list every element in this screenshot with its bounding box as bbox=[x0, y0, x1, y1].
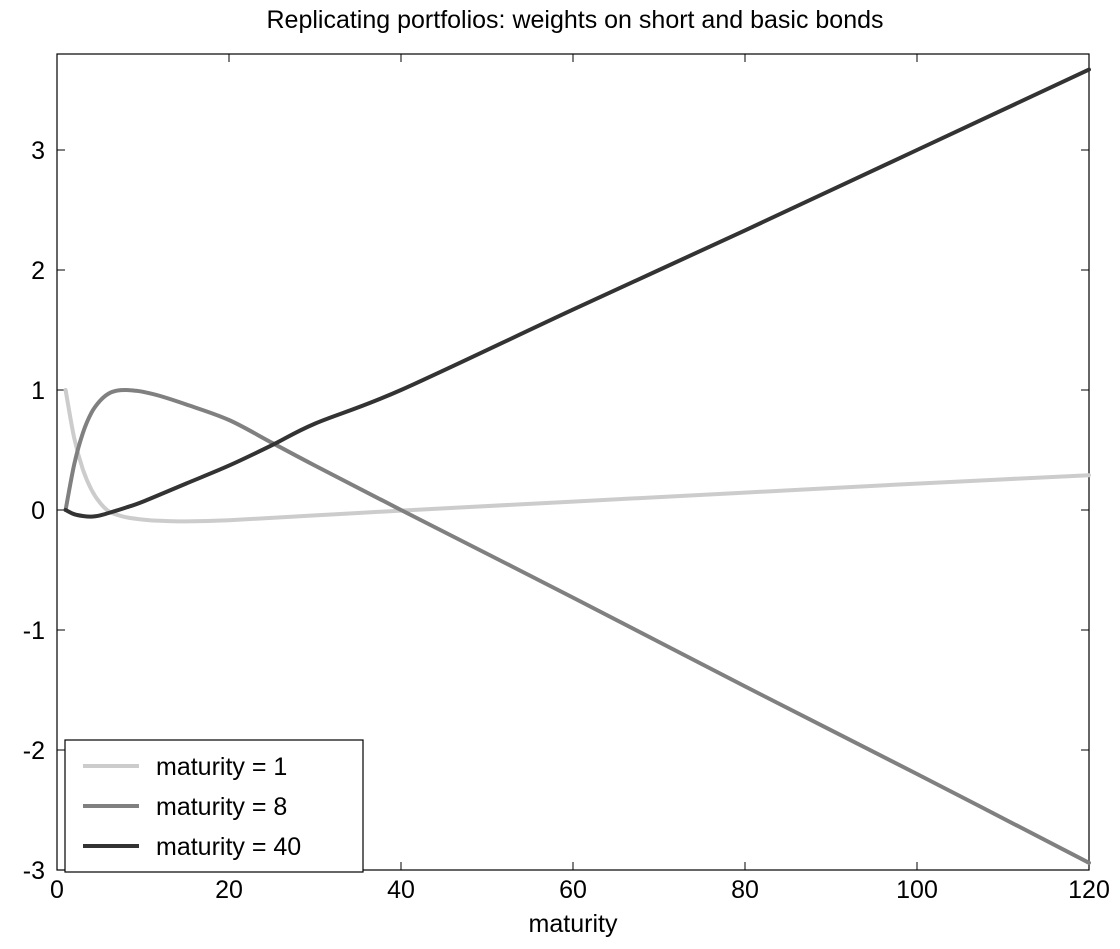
x-tick-label: 40 bbox=[387, 876, 415, 904]
series-lines bbox=[63, 67, 1091, 865]
x-tick-label: 60 bbox=[559, 876, 587, 904]
y-tick-label: -2 bbox=[23, 737, 45, 765]
legend: maturity = 1 maturity = 8 maturity = 40 bbox=[64, 739, 364, 873]
x-axis-label: maturity bbox=[529, 910, 618, 938]
y-tick-label: -1 bbox=[23, 617, 45, 645]
legend-label-1: maturity = 1 bbox=[156, 753, 287, 781]
x-tick-label: 20 bbox=[215, 876, 243, 904]
series-line-2 bbox=[63, 388, 1091, 865]
x-tick-label: 120 bbox=[1068, 876, 1110, 904]
x-tick-label: 100 bbox=[896, 876, 938, 904]
series-line-3 bbox=[63, 67, 1091, 519]
y-tick-label: 0 bbox=[31, 497, 45, 525]
x-tick-label: 80 bbox=[731, 876, 759, 904]
series-line-1 bbox=[63, 388, 1091, 524]
legend-label-3: maturity = 40 bbox=[156, 833, 301, 861]
legend-label-2: maturity = 8 bbox=[156, 793, 287, 821]
y-tick-label: 3 bbox=[31, 137, 45, 165]
chart-title: Replicating portfolios: weights on short… bbox=[266, 6, 883, 34]
x-tick-label: 0 bbox=[50, 876, 64, 904]
y-tick-label: -3 bbox=[23, 857, 45, 885]
y-tick-label: 2 bbox=[31, 257, 45, 285]
y-tick-label: 1 bbox=[31, 377, 45, 405]
axis-ticks: 0 20 40 60 80 100 120 -3 -2 -1 0 1 2 3 bbox=[23, 54, 1110, 904]
